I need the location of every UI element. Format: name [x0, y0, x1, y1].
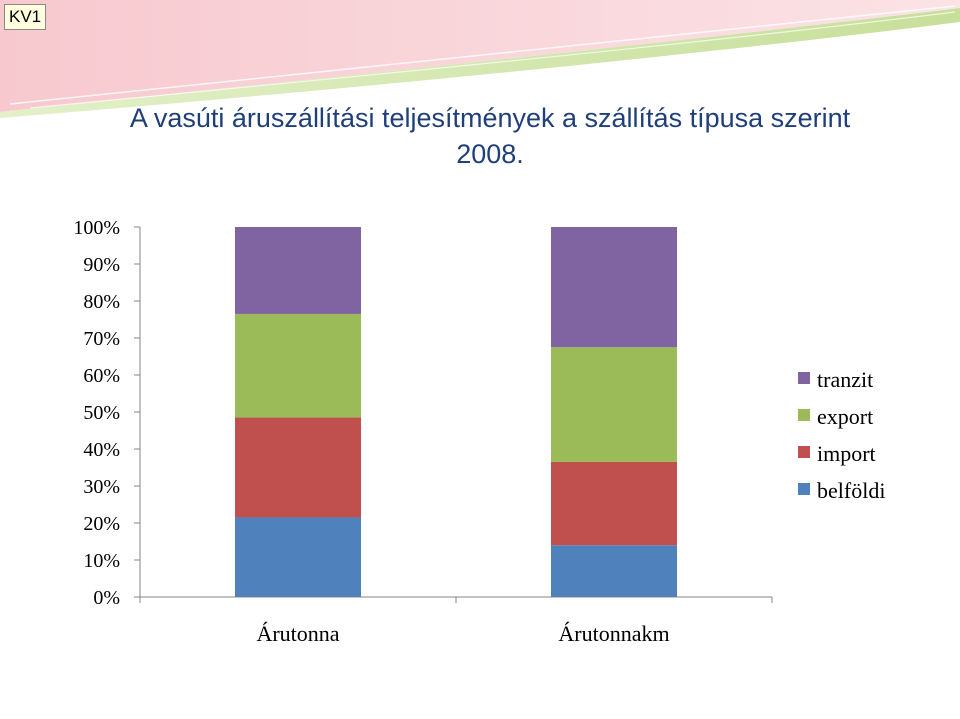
y-tick-label: 100%: [73, 217, 120, 239]
legend-swatch: [798, 409, 810, 421]
chart-title-line-1: A vasúti áruszállítási teljesítmények a …: [129, 103, 851, 133]
bar-segment: [235, 517, 361, 597]
y-tick-label: 0%: [93, 587, 120, 609]
y-tick-label: 70%: [83, 328, 120, 350]
bar-segment: [235, 313, 361, 418]
decorative-swoosh: [0, 0, 960, 118]
bar-segment: [235, 227, 361, 314]
y-tick-label: 10%: [83, 550, 120, 572]
x-category-label: Árutonna: [256, 621, 339, 646]
bar-segment: [551, 347, 677, 462]
slide-tag: KV1: [4, 4, 47, 30]
legend-swatch: [798, 483, 810, 495]
bar-segment: [551, 545, 677, 597]
y-tick-label: 40%: [83, 439, 120, 461]
legend-label: import: [817, 441, 876, 466]
y-tick-label: 30%: [83, 476, 120, 498]
legend-label: export: [817, 404, 873, 429]
y-tick-label: 80%: [83, 291, 120, 313]
y-tick-label: 50%: [83, 402, 120, 424]
legend-swatch: [798, 372, 810, 384]
x-category-label: Árutonnakm: [558, 621, 669, 646]
bar-segment: [551, 227, 677, 348]
y-tick-label: 90%: [83, 254, 120, 276]
legend-swatch: [798, 446, 810, 458]
legend-label: tranzit: [817, 367, 873, 392]
chart-title: A vasúti áruszállítási teljesítmények a …: [60, 100, 920, 172]
bar-segment: [551, 461, 677, 546]
y-tick-label: 60%: [83, 365, 120, 387]
y-tick-label: 20%: [83, 513, 120, 535]
bar-segment: [235, 417, 361, 518]
legend-label: belföldi: [817, 478, 885, 503]
chart-title-line-2: 2008.: [456, 139, 524, 169]
